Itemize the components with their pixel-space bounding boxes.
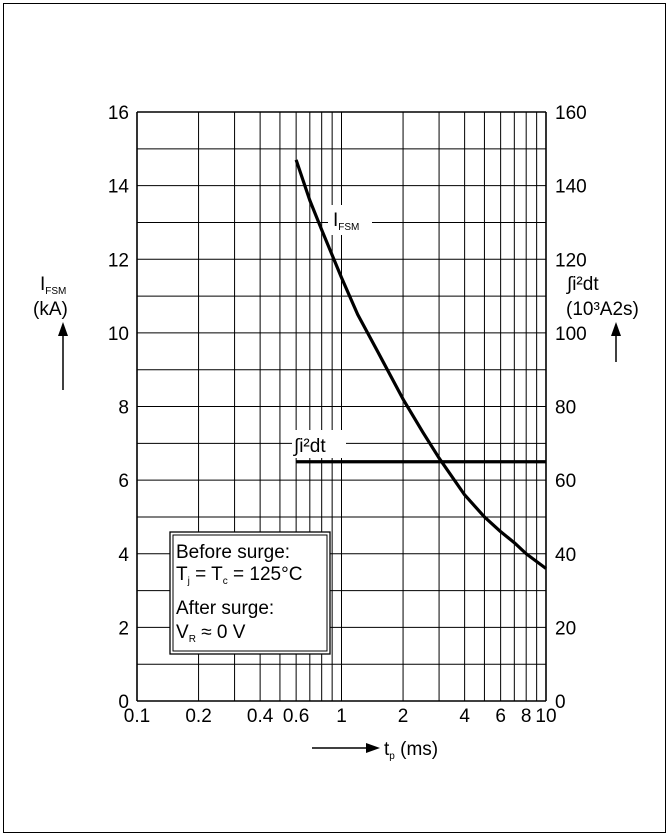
x-tick-label: 4 [459, 706, 470, 727]
series-ifsm-line [294, 159, 547, 570]
x-tick-label: 0.2 [185, 706, 211, 727]
y-right-tick-label: 60 [555, 471, 576, 492]
y-right-tick-label: 120 [555, 250, 587, 271]
svg-text:VR ≈ 0 V: VR ≈ 0 V [176, 622, 246, 645]
tick-labels: 0.1 0.2 0.4 0.6 1 2 4 6 8 10024681012141602040608… [108, 103, 587, 727]
svg-text:tp (ms): tp (ms) [384, 739, 438, 762]
y-left-tick-label: 4 [118, 545, 129, 566]
y-left-tick-label: 0 [118, 692, 129, 713]
svg-text:∫i²dt: ∫i²dt [566, 274, 599, 295]
svg-text:(kA): (kA) [33, 299, 68, 320]
series-label-i2dt: ∫i²dt [292, 430, 346, 458]
y-left-tick-label: 8 [118, 398, 129, 419]
y-right-tick-label: 20 [555, 618, 576, 639]
y-left-tick-label: 12 [108, 250, 129, 271]
x-tick-label: 1 [336, 706, 347, 727]
x-tick-label: 6 [495, 706, 506, 727]
svg-text:IFSM: IFSM [40, 274, 66, 297]
y-left-tick-label: 6 [118, 471, 129, 492]
x-tick-label: 2 [398, 706, 409, 727]
conditions-annotation: Before surge: Tj = Tc = 125°C After surg… [169, 531, 331, 655]
x-axis-label: tp (ms) [312, 739, 438, 762]
svg-text:(10³A2s): (10³A2s) [566, 299, 639, 320]
chart-frame [3, 3, 666, 833]
y-right-tick-label: 80 [555, 398, 576, 419]
y-right-tick-label: 140 [555, 177, 587, 198]
svg-text:Tj = Tc = 125°C: Tj = Tc = 125°C [176, 564, 302, 587]
y-axis-right-label: ∫i²dt (10³A2s) [566, 274, 639, 362]
svg-text:After surge:: After surge: [176, 598, 274, 619]
y-right-tick-label: 160 [555, 103, 587, 124]
y-left-tick-label: 16 [108, 103, 129, 124]
y-axis-left-label: IFSM (kA) [33, 274, 68, 390]
x-tick-label: 8 [521, 706, 532, 727]
y-right-tick-label: 100 [555, 324, 587, 345]
x-tick-label: 10 [535, 706, 556, 727]
series-lines [294, 159, 547, 570]
y-left-tick-label: 14 [108, 177, 130, 198]
svg-text:IFSM: IFSM [333, 210, 359, 233]
svg-text:Before surge:: Before surge: [176, 542, 290, 563]
y-right-tick-label: 40 [555, 545, 576, 566]
x-tick-label: 0.4 [247, 706, 274, 727]
y-left-tick-label: 2 [118, 618, 129, 639]
arrow-up-right-icon [611, 322, 621, 362]
y-left-tick-label: 10 [108, 324, 129, 345]
y-right-tick-label: 0 [555, 692, 566, 713]
svg-text:∫i²dt: ∫i²dt [293, 436, 326, 457]
series-label-ifsm: IFSM [328, 205, 372, 235]
x-tick-label: 0.1 [124, 706, 150, 727]
x-tick-label: 0.6 [283, 706, 309, 727]
arrow-up-left-icon [58, 322, 68, 390]
